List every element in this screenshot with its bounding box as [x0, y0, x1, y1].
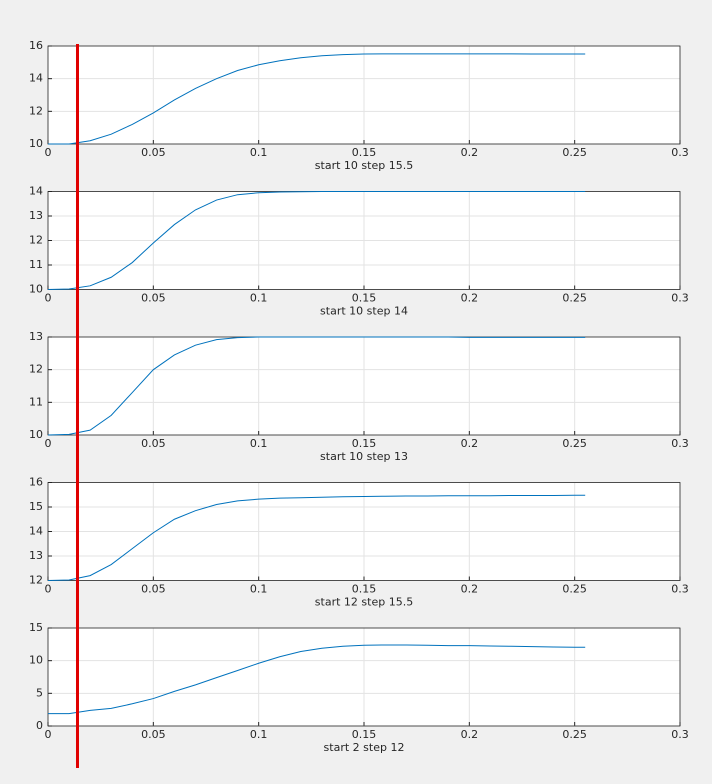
- x-tick-label: 0.1: [250, 146, 268, 159]
- y-tick-label: 14: [29, 72, 43, 85]
- x-tick-label: 0: [45, 728, 52, 741]
- x-tick-label: 0.3: [671, 728, 689, 741]
- x-tick-label: 0.15: [352, 437, 377, 450]
- y-tick-label: 10: [29, 137, 43, 150]
- x-axis-label: start 12 step 15.5: [315, 596, 413, 609]
- axes-frame: [47, 482, 681, 581]
- x-tick-label: 0.3: [671, 146, 689, 159]
- x-tick-label: 0.25: [562, 146, 587, 159]
- x-tick-label: 0: [45, 437, 52, 450]
- y-tick-label: 0: [36, 719, 43, 732]
- x-tick-label: 0.05: [141, 146, 166, 159]
- axes-frame: [47, 627, 681, 727]
- y-tick-label: 13: [29, 330, 43, 343]
- x-tick-label: 0.2: [461, 583, 479, 596]
- x-tick-label: 0.25: [562, 583, 587, 596]
- x-tick-label: 0.1: [250, 728, 268, 741]
- x-axis-label: start 2 step 12: [324, 741, 405, 754]
- y-tick-label: 12: [29, 104, 43, 117]
- axes-frame: [47, 45, 681, 145]
- y-tick-label: 11: [29, 395, 43, 408]
- x-tick-label: 0.2: [461, 437, 479, 450]
- x-tick-label: 0.2: [461, 728, 479, 741]
- data-line: [47, 191, 586, 290]
- y-tick-label: 13: [29, 549, 43, 562]
- x-tick-label: 0.2: [461, 146, 479, 159]
- x-tick-label: 0.05: [141, 583, 166, 596]
- y-tick-label: 10: [29, 428, 43, 441]
- y-tick-label: 12: [29, 363, 43, 376]
- x-tick-label: 0: [45, 292, 52, 305]
- x-axis-label: start 10 step 13: [320, 450, 408, 463]
- data-line: [47, 336, 586, 436]
- x-tick-label: 0.05: [141, 728, 166, 741]
- x-tick-label: 0.1: [250, 292, 268, 305]
- x-tick-label: 0.15: [352, 728, 377, 741]
- x-tick-label: 0.25: [562, 728, 587, 741]
- y-tick-label: 12: [29, 574, 43, 587]
- x-tick-label: 0.15: [352, 583, 377, 596]
- x-tick-label: 0.05: [141, 437, 166, 450]
- y-tick-label: 5: [36, 686, 43, 699]
- y-tick-label: 11: [29, 258, 43, 271]
- y-tick-label: 15: [29, 500, 43, 513]
- data-line: [48, 53, 586, 145]
- x-tick-label: 0.1: [250, 583, 268, 596]
- data-line: [48, 644, 586, 715]
- x-tick-label: 0.3: [671, 437, 689, 450]
- y-tick-label: 14: [29, 525, 43, 538]
- x-tick-label: 0.25: [562, 437, 587, 450]
- x-tick-label: 0.15: [352, 146, 377, 159]
- x-tick-label: 0.1: [250, 437, 268, 450]
- y-tick-label: 14: [29, 185, 43, 198]
- y-tick-label: 16: [29, 476, 43, 489]
- y-tick-label: 10: [29, 654, 43, 667]
- x-tick-label: 0.05: [141, 292, 166, 305]
- x-tick-label: 0: [45, 583, 52, 596]
- y-tick-label: 15: [29, 621, 43, 634]
- x-tick-label: 0: [45, 146, 52, 159]
- data-line: [47, 494, 586, 581]
- x-tick-label: 0.2: [461, 292, 479, 305]
- x-tick-label: 0.25: [562, 292, 587, 305]
- y-tick-label: 13: [29, 209, 43, 222]
- y-tick-label: 10: [29, 283, 43, 296]
- x-tick-label: 0.15: [352, 292, 377, 305]
- x-axis-label: start 10 step 14: [320, 305, 408, 318]
- x-tick-label: 0.3: [671, 583, 689, 596]
- x-tick-label: 0.3: [671, 292, 689, 305]
- x-axis-label: start 10 step 15.5: [315, 159, 413, 172]
- y-tick-label: 16: [29, 39, 43, 52]
- y-tick-label: 12: [29, 234, 43, 247]
